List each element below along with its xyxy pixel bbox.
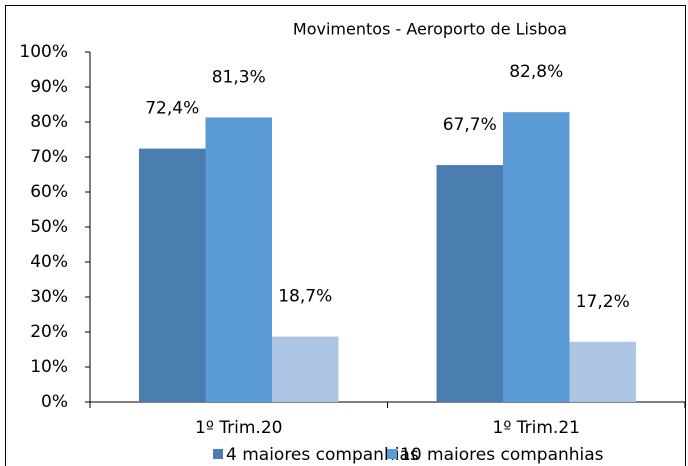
bar xyxy=(436,165,503,402)
y-tick-label: 80% xyxy=(30,112,68,132)
data-label: 72,4% xyxy=(145,99,199,119)
x-tick-label: 1º Trim.21 xyxy=(493,418,580,438)
data-label: 67,7% xyxy=(443,115,497,135)
y-tick-label: 70% xyxy=(30,147,68,167)
legend-label: 10 maiores companhias xyxy=(400,445,604,465)
y-tick-label: 50% xyxy=(30,217,68,237)
chart-title: Movimentos - Aeroporto de Lisboa xyxy=(293,20,567,39)
y-tick-label: 20% xyxy=(30,322,68,342)
y-tick-label: 30% xyxy=(30,287,68,307)
y-tick-label: 40% xyxy=(30,252,68,272)
legend-label: 4 maiores companhias xyxy=(226,445,419,465)
data-label: 81,3% xyxy=(212,67,266,87)
y-tick-label: 10% xyxy=(30,357,68,377)
data-label: 82,8% xyxy=(509,62,563,82)
legend-swatch xyxy=(387,449,397,459)
y-tick-label: 60% xyxy=(30,182,68,202)
y-tick-label: 100% xyxy=(19,42,68,62)
data-label: 18,7% xyxy=(278,287,332,307)
bar xyxy=(139,148,206,402)
bar xyxy=(272,336,339,402)
bar xyxy=(503,112,570,402)
y-tick-label: 90% xyxy=(30,77,68,97)
data-label: 17,2% xyxy=(576,292,630,312)
bar xyxy=(569,341,636,402)
legend-swatch xyxy=(213,449,223,459)
y-tick-label: 0% xyxy=(41,392,68,412)
bar xyxy=(205,117,272,402)
x-tick-label: 1º Trim.20 xyxy=(195,418,282,438)
